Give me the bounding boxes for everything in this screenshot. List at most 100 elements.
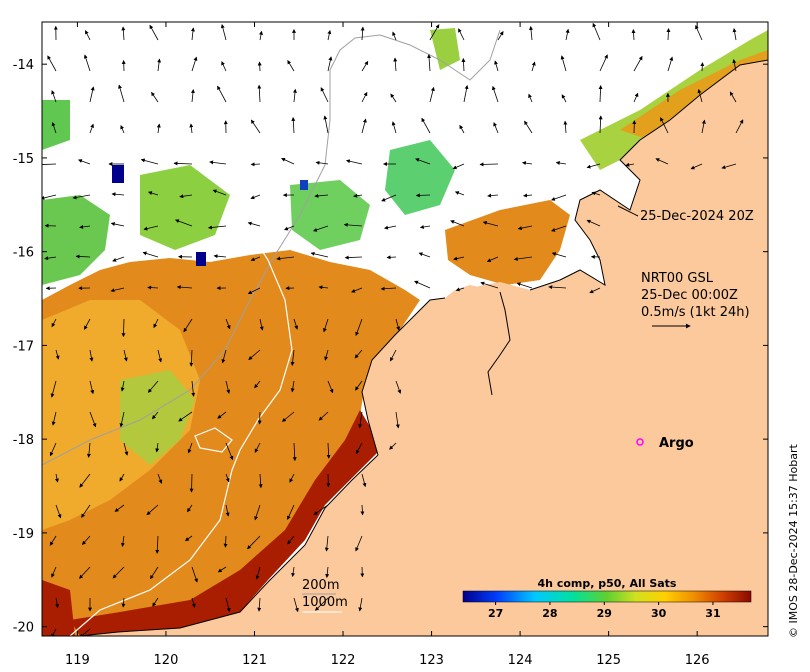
current-arrow <box>324 349 329 361</box>
current-arrow <box>155 442 160 453</box>
argo-marker <box>636 438 644 446</box>
current-arrow <box>225 318 231 330</box>
lat-tick-label: -15 <box>13 152 34 167</box>
current-arrow <box>551 225 567 232</box>
current-arrow <box>176 285 193 290</box>
current-arrow <box>191 566 198 583</box>
current-arrow <box>415 193 431 198</box>
current-arrow <box>315 160 329 165</box>
current-arrow <box>153 318 159 329</box>
sst-cool-ne <box>430 28 460 70</box>
current-arrow <box>221 349 227 364</box>
current-arrow <box>326 442 331 459</box>
sst-cool-east <box>385 140 455 215</box>
current-arrow <box>287 504 295 520</box>
current-scale-label: 0.5m/s (1kt 24h) <box>641 305 750 320</box>
current-arrow <box>258 473 263 489</box>
current-arrow <box>591 191 601 196</box>
current-arrow <box>290 349 295 366</box>
current-arrow <box>598 115 603 134</box>
current-arrow <box>291 566 296 578</box>
sst-cold-spot-3 <box>300 180 308 190</box>
current-arrow <box>592 22 601 41</box>
current-arrow <box>152 597 159 607</box>
current-arrow <box>123 442 129 456</box>
current-arrow <box>118 84 125 103</box>
current-arrow <box>143 225 159 231</box>
current-arrow <box>157 58 162 72</box>
current-arrow <box>480 281 499 289</box>
lon-tick-label: 123 <box>419 653 444 668</box>
current-arrow <box>312 225 329 232</box>
current-arrow <box>729 91 737 103</box>
lat-tick-label: -18 <box>13 433 34 448</box>
colorbar-title: 4h comp, p50, All Sats <box>538 577 677 590</box>
current-arrow <box>287 60 295 72</box>
current-arrow <box>79 224 91 229</box>
current-arrow <box>79 628 91 636</box>
lat-tick-label: -20 <box>13 621 34 636</box>
current-arrow <box>452 163 465 170</box>
current-arrow <box>395 318 401 331</box>
current-arrow <box>561 94 567 103</box>
current-arrow <box>732 28 737 41</box>
sst-cold-spot-2 <box>196 252 206 266</box>
current-arrow <box>327 56 333 72</box>
lat-tick-label: -19 <box>13 527 34 542</box>
current-arrow <box>697 88 703 103</box>
sst-cold-spot-1 <box>112 165 124 183</box>
current-arrow <box>189 349 194 367</box>
current-arrow <box>179 194 193 199</box>
current-arrow <box>259 318 264 331</box>
current-arrow <box>494 60 499 72</box>
current-arrow <box>55 349 60 360</box>
colorbar-tick-label: 27 <box>488 607 503 620</box>
current-arrow <box>497 31 504 41</box>
current-arrow <box>147 191 159 196</box>
current-arrow <box>589 287 601 294</box>
current-arrow <box>119 473 125 482</box>
current-arrow <box>513 256 533 261</box>
current-arrow <box>120 535 125 548</box>
current-arrow <box>291 116 296 134</box>
current-arrow <box>599 54 608 72</box>
current-arrow <box>225 473 230 483</box>
current-arrow <box>690 163 703 170</box>
current-arrow <box>318 411 329 421</box>
current-arrow <box>225 597 231 613</box>
current-arrow <box>289 473 295 483</box>
current-arrow <box>361 60 369 72</box>
sst-cool-nw <box>42 100 70 150</box>
current-arrow <box>250 194 261 200</box>
lon-tick-label: 124 <box>508 653 533 668</box>
current-arrow <box>223 535 228 548</box>
current-arrow <box>415 158 431 165</box>
current-arrow <box>255 566 261 580</box>
current-arrow <box>191 380 196 397</box>
lon-tick-label: 125 <box>596 653 621 668</box>
current-arrow <box>355 442 363 455</box>
current-arrow <box>523 193 533 198</box>
current-arrow <box>548 285 567 290</box>
current-arrow <box>259 30 263 41</box>
current-arrow <box>86 442 91 458</box>
current-arrow <box>521 161 533 166</box>
current-arrow <box>323 115 329 134</box>
current-arrow <box>217 85 227 103</box>
current-arrow <box>250 119 261 134</box>
current-arrow <box>111 192 125 197</box>
current-arrow <box>327 29 332 41</box>
current-arrow <box>429 24 440 41</box>
sst-cool-west <box>42 195 110 285</box>
current-arrow <box>151 411 159 420</box>
current-arrow <box>360 504 365 516</box>
current-arrow <box>586 219 601 227</box>
current-arrow <box>207 225 227 230</box>
current-arrow <box>190 27 195 41</box>
sst-north-patch-1 <box>445 200 570 285</box>
current-arrow <box>421 117 431 134</box>
current-arrow <box>313 504 329 515</box>
current-arrow <box>254 380 261 389</box>
current-arrow <box>391 121 397 134</box>
